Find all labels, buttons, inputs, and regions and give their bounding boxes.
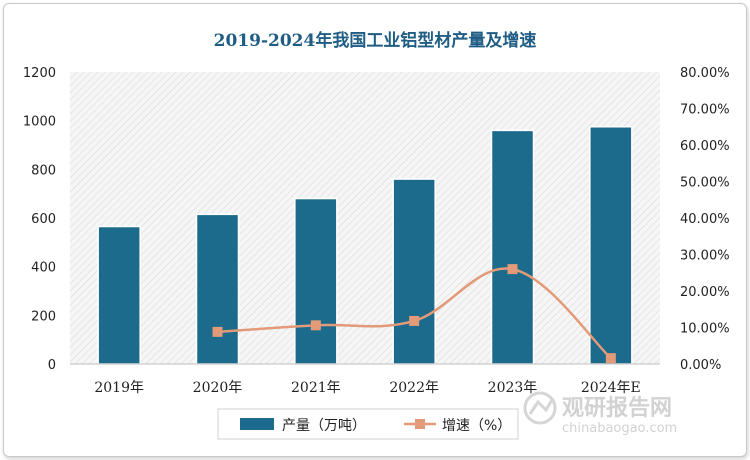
left-tick-label: 800 [31,163,56,178]
left-tick-label: 400 [31,261,56,276]
left-tick-label: 600 [31,212,56,227]
right-tick-label: 70.00% [680,103,730,118]
left-tick-label: 0 [48,358,56,373]
legend-line-marker [415,419,425,429]
bar-2 [294,197,338,365]
legend-bar-label: 产量（万吨） [282,418,366,434]
category-label: 2022年 [389,380,439,396]
growth-point-1 [212,326,223,337]
growth-point-2 [310,320,321,331]
plot-area [70,72,660,364]
bar-4 [490,129,535,365]
right-tick-label: 30.00% [680,249,730,264]
watermark-name: 观研报告网 [562,396,672,421]
chart-title: 2019-2024年我国工业铝型材产量及增速 [213,31,537,51]
category-label: 2023年 [488,380,538,396]
left-tick-label: 200 [31,309,56,324]
left-tick-label: 1000 [23,115,56,130]
category-label: 2021年 [291,380,341,396]
right-tick-label: 10.00% [680,322,730,337]
right-tick-label: 60.00% [680,139,730,154]
right-tick-label: 80.00% [680,66,730,81]
watermark-logo-mark [528,397,555,415]
category-label: 2024年E [581,380,641,396]
watermark-url: chinabaogao.com [562,421,677,436]
right-tick-label: 0.00% [680,358,721,373]
legend-bar-swatch [240,418,274,430]
legend-line-label: 增速（%） [442,418,511,434]
growth-point-5 [605,353,616,364]
category-label: 2019年 [94,380,144,396]
left-tick-label: 1200 [23,66,56,81]
right-tick-label: 20.00% [680,285,730,300]
bar-5 [589,126,633,365]
bar-0 [97,225,141,365]
right-tick-label: 50.00% [680,176,730,191]
growth-point-4 [507,264,518,275]
watermark-logo-icon [523,391,557,425]
bar-1 [195,213,240,365]
right-tick-label: 40.00% [680,212,730,227]
bar-3 [392,178,436,365]
growth-point-3 [409,315,420,326]
category-label: 2020年 [193,380,243,396]
